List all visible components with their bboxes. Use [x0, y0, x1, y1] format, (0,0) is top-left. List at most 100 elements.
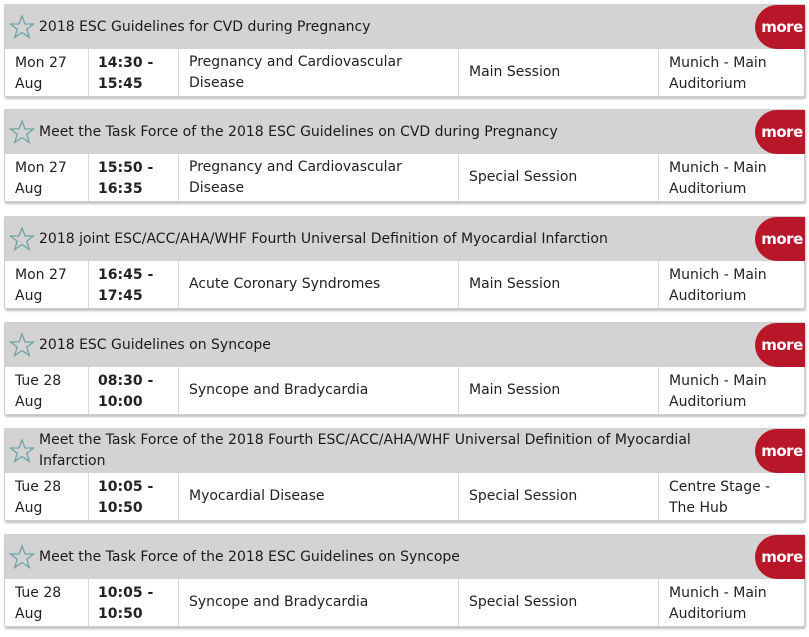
session-type: Special Session [459, 473, 659, 520]
session-title[interactable]: Meet the Task Force of the 2018 ESC Guid… [39, 123, 558, 140]
session-title[interactable]: Meet the Task Force of the 2018 ESC Guid… [39, 548, 460, 565]
session-end-time: 10:50 [98, 606, 143, 622]
session-start-time: 14:30 - [98, 55, 154, 71]
session-title[interactable]: 2018 ESC Guidelines on Syncope [39, 336, 271, 353]
session-header: 2018 ESC Guidelines on Syncope more [5, 323, 805, 367]
star-icon[interactable] [9, 226, 35, 252]
star-icon[interactable] [9, 438, 35, 464]
session-card: Meet the Task Force of the 2018 ESC Guid… [4, 109, 805, 202]
star-icon[interactable] [9, 14, 35, 40]
session-location-line2: Auditorium [669, 181, 747, 197]
session-location: Munich - Main Auditorium [659, 261, 804, 308]
session-location-line2: The Hub [669, 500, 728, 516]
star-icon[interactable] [9, 544, 35, 570]
session-end-time: 10:50 [98, 500, 143, 516]
session-location: Munich - Main Auditorium [659, 367, 804, 414]
session-location: Centre Stage - The Hub [659, 473, 804, 520]
session-title[interactable]: Meet the Task Force of the 2018 Fourth E… [39, 432, 691, 469]
session-location-line1: Munich - Main [669, 373, 767, 389]
session-month: Aug [15, 76, 43, 92]
session-card: 2018 ESC Guidelines for CVD during Pregn… [4, 4, 805, 97]
session-card: Meet the Task Force of the 2018 ESC Guid… [4, 534, 805, 627]
session-details-row: Mon 27 Aug 16:45 - 17:45 Acute Coronary Sy… [5, 261, 804, 308]
session-location-line1: Munich - Main [669, 55, 767, 71]
session-type: Main Session [459, 49, 659, 96]
session-month: Aug [15, 181, 43, 197]
session-topic: Syncope and Bradycardia [179, 367, 459, 414]
session-month: Aug [15, 500, 43, 516]
session-location: Munich - Main Auditorium [659, 579, 804, 626]
session-day: Tue 28 [15, 585, 62, 601]
session-card: 2018 joint ESC/ACC/AHA/WHF Fourth Univer… [4, 216, 805, 309]
more-button[interactable]: more [755, 5, 805, 49]
more-button[interactable]: more [755, 110, 805, 154]
session-type: Main Session [459, 367, 659, 414]
session-location-line1: Munich - Main [669, 585, 767, 601]
session-details-row: Tue 28 Aug 10:05 - 10:50 Syncope and Brady… [5, 579, 804, 626]
session-time: 08:30 - 10:00 [89, 367, 179, 414]
star-icon[interactable] [9, 332, 35, 358]
session-location: Munich - Main Auditorium [659, 49, 804, 96]
session-start-time: 15:50 - [98, 160, 154, 176]
session-day: Mon 27 [15, 55, 67, 71]
session-time: 16:45 - 17:45 [89, 261, 179, 308]
session-date: Tue 28 Aug [5, 367, 89, 414]
session-location-line2: Auditorium [669, 288, 747, 304]
session-day: Mon 27 [15, 160, 67, 176]
session-location-line2: Auditorium [669, 606, 747, 622]
session-date: Mon 27 Aug [5, 154, 89, 201]
session-card: 2018 ESC Guidelines on Syncope more Tue … [4, 322, 805, 415]
session-type: Main Session [459, 261, 659, 308]
session-date: Tue 28 Aug [5, 473, 89, 520]
session-details-row: Mon 27 Aug 15:50 - 16:35 Pregnancy and Car… [5, 154, 804, 201]
session-time: 10:05 - 10:50 [89, 579, 179, 626]
session-topic: Myocardial Disease [179, 473, 459, 520]
session-topic: Pregnancy and Cardiovascular Disease [179, 154, 459, 201]
more-button[interactable]: more [755, 429, 805, 473]
session-end-time: 16:35 [98, 181, 143, 197]
session-header: Meet the Task Force of the 2018 Fourth E… [5, 429, 805, 473]
session-start-time: 16:45 - [98, 267, 154, 283]
session-location-line2: Auditorium [669, 394, 747, 410]
session-header: Meet the Task Force of the 2018 ESC Guid… [5, 535, 805, 579]
session-details-row: Tue 28 Aug 10:05 - 10:50 Myocardial Diseas… [5, 473, 804, 520]
session-time: 14:30 - 15:45 [89, 49, 179, 96]
session-day: Mon 27 [15, 267, 67, 283]
session-time: 10:05 - 10:50 [89, 473, 179, 520]
session-details-row: Tue 28 Aug 08:30 - 10:00 Syncope and Brady… [5, 367, 804, 414]
session-time: 15:50 - 16:35 [89, 154, 179, 201]
session-header: 2018 joint ESC/ACC/AHA/WHF Fourth Univer… [5, 217, 805, 261]
session-start-time: 10:05 - [98, 479, 154, 495]
session-end-time: 15:45 [98, 76, 143, 92]
session-date: Mon 27 Aug [5, 261, 89, 308]
session-title[interactable]: 2018 ESC Guidelines for CVD during Pregn… [39, 18, 371, 35]
session-day: Tue 28 [15, 373, 62, 389]
session-location-line1: Munich - Main [669, 267, 767, 283]
session-topic: Acute Coronary Syndromes [179, 261, 459, 308]
session-topic: Pregnancy and Cardiovascular Disease [179, 49, 459, 96]
session-topic: Syncope and Bradycardia [179, 579, 459, 626]
session-location: Munich - Main Auditorium [659, 154, 804, 201]
session-start-time: 08:30 - [98, 373, 154, 389]
more-button[interactable]: more [755, 217, 805, 261]
more-button[interactable]: more [755, 535, 805, 579]
session-day: Tue 28 [15, 479, 62, 495]
session-header: Meet the Task Force of the 2018 ESC Guid… [5, 110, 805, 154]
session-month: Aug [15, 394, 43, 410]
session-title[interactable]: 2018 joint ESC/ACC/AHA/WHF Fourth Univer… [39, 230, 608, 247]
session-date: Tue 28 Aug [5, 579, 89, 626]
session-location-line2: Auditorium [669, 76, 747, 92]
session-type: Special Session [459, 579, 659, 626]
session-month: Aug [15, 288, 43, 304]
session-type: Special Session [459, 154, 659, 201]
session-start-time: 10:05 - [98, 585, 154, 601]
session-card: Meet the Task Force of the 2018 Fourth E… [4, 428, 805, 521]
session-end-time: 17:45 [98, 288, 143, 304]
session-location-line1: Munich - Main [669, 160, 767, 176]
session-location-line1: Centre Stage - [669, 479, 771, 495]
more-button[interactable]: more [755, 323, 805, 367]
star-icon[interactable] [9, 119, 35, 145]
session-details-row: Mon 27 Aug 14:30 - 15:45 Pregnancy and Car… [5, 49, 804, 96]
session-month: Aug [15, 606, 43, 622]
session-header: 2018 ESC Guidelines for CVD during Pregn… [5, 5, 805, 49]
